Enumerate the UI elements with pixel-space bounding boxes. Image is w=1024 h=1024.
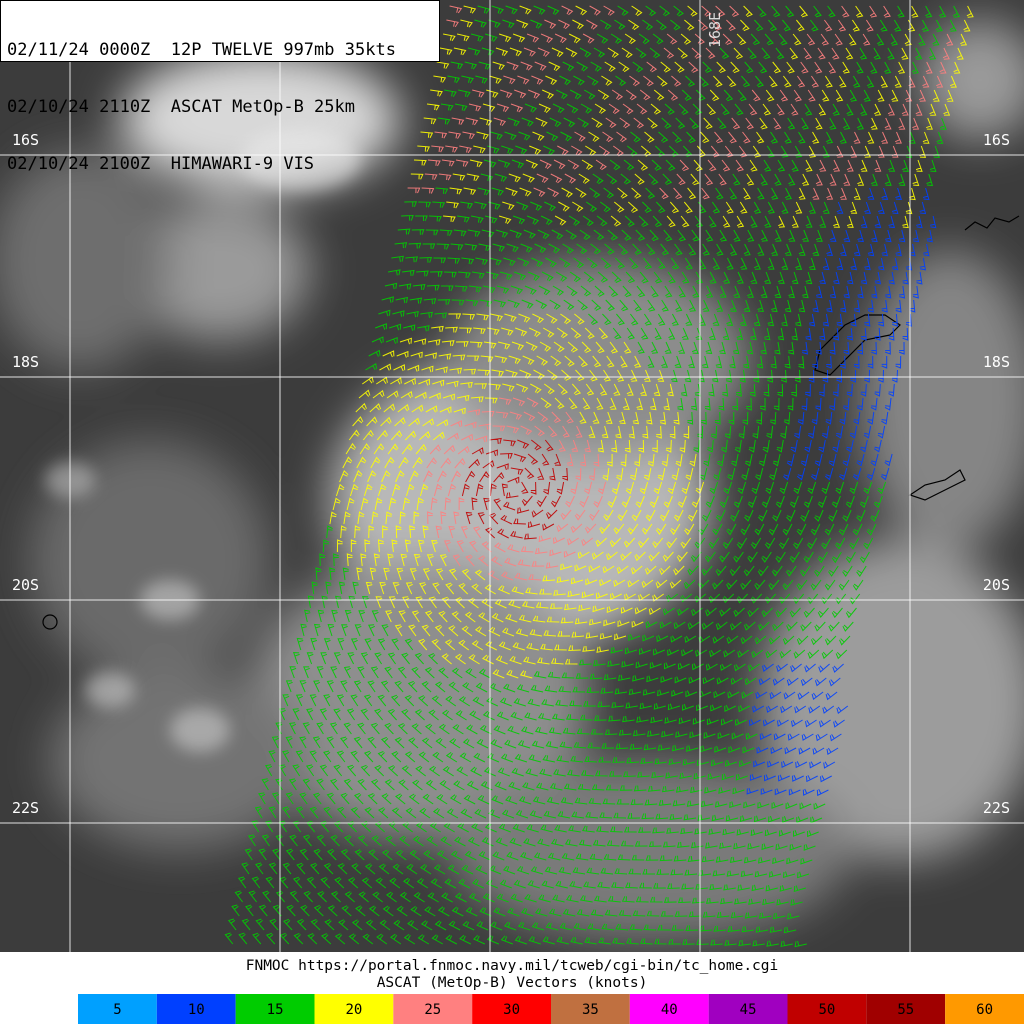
legend-swatch	[314, 994, 394, 1024]
latitude-label: 16S	[12, 131, 39, 149]
color-legend: 5 10 15 20 25 30 35 40 45 50 55 60	[78, 994, 1024, 1024]
latitude-label: 18S	[12, 353, 39, 371]
barb-group	[407, 5, 954, 581]
latitude-label: 20S	[983, 576, 1010, 594]
legend-label: 20	[345, 1002, 362, 1018]
legend-label: 10	[188, 1002, 205, 1018]
legend-swatch	[393, 994, 473, 1024]
barb-group	[224, 5, 960, 948]
legend-label: 35	[582, 1002, 599, 1018]
header: 02/11/24 0000Z 12P TWELVE 997mb 35kts 02…	[0, 0, 440, 174]
barb-group	[746, 187, 937, 797]
latitude-label: 22S	[983, 799, 1010, 817]
latitude-label: 20S	[12, 576, 39, 594]
legend-label: 50	[818, 1002, 835, 1018]
lat-lon-grid: 16S 16S 18S 18S 20S 20S 22S 22S 168E	[0, 0, 1024, 952]
legend-swatch	[78, 994, 157, 1024]
wind-barbs	[224, 5, 974, 948]
longitude-label: 168E	[706, 12, 724, 48]
legend-label: 55	[897, 1002, 914, 1018]
legend-swatch	[945, 994, 1024, 1024]
credit: FNMOC https://portal.fnmoc.navy.mil/tcwe…	[246, 958, 779, 974]
coastlines	[42, 215, 1020, 630]
legend-swatch	[235, 994, 315, 1024]
latitude-label: 16S	[983, 131, 1010, 149]
barb-group	[329, 5, 974, 679]
clouds	[0, 20, 1024, 940]
legend-swatch	[472, 994, 551, 1024]
header-line: 02/11/24 0000Z 12P TWELVE 997mb 35kts	[7, 40, 396, 60]
legend-swatch	[787, 994, 867, 1024]
latitude-label: 18S	[983, 353, 1010, 371]
legend-label: 15	[267, 1002, 284, 1018]
legend-swatch	[866, 994, 946, 1024]
legend-swatch	[551, 994, 630, 1024]
legend-label: 45	[740, 1002, 757, 1018]
legend-title: ASCAT (MetOp-B) Vectors (knots)	[377, 975, 648, 991]
header-line: 02/10/24 2100Z HIMAWARI-9 VIS	[7, 154, 315, 174]
legend-label: 30	[503, 1002, 520, 1018]
legend-swatch	[629, 994, 709, 1024]
legend-label: 40	[661, 1002, 678, 1018]
legend-swatch	[708, 994, 788, 1024]
legend-label: 25	[424, 1002, 441, 1018]
legend-swatch	[156, 994, 236, 1024]
header-line: 02/10/24 2110Z ASCAT MetOp-B 25km	[7, 97, 355, 117]
barb-group	[461, 437, 569, 540]
legend-label: 60	[976, 1002, 993, 1018]
legend-label: 5	[113, 1002, 121, 1018]
latitude-label: 22S	[12, 799, 39, 817]
